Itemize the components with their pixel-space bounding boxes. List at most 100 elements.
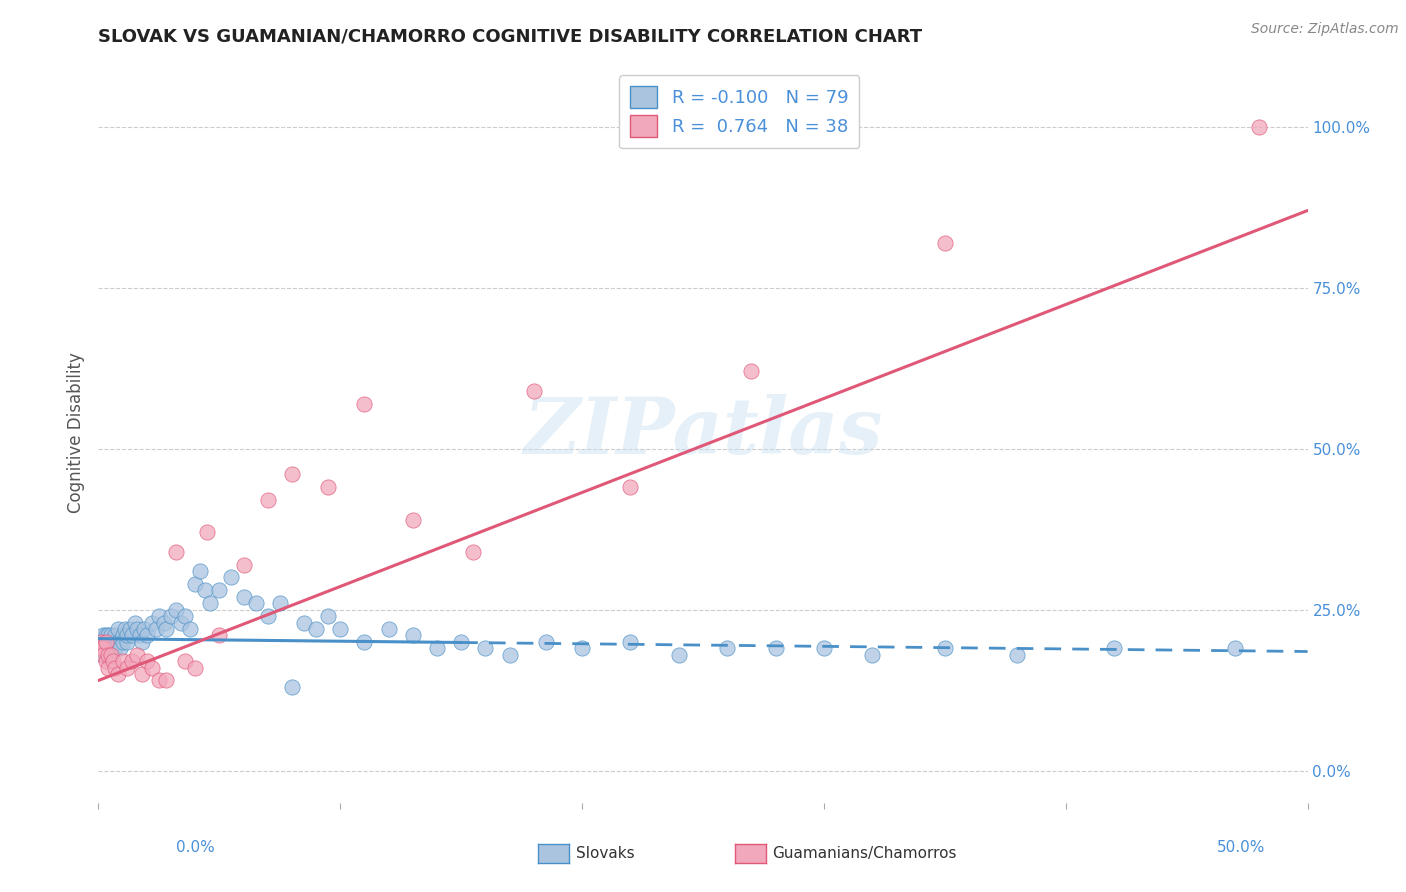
- Point: [101, 641, 124, 656]
- Point: [141, 660, 163, 674]
- Point: [90, 635, 112, 649]
- Text: ZIPatlas: ZIPatlas: [523, 394, 883, 471]
- Point: [111, 654, 134, 668]
- Point: [90, 641, 112, 656]
- Point: [97, 628, 120, 642]
- Point: [94, 648, 117, 662]
- Point: [169, 615, 191, 630]
- Point: [107, 635, 129, 649]
- Point: [104, 641, 127, 656]
- Point: [121, 654, 143, 668]
- Point: [934, 641, 956, 656]
- Point: [94, 628, 117, 642]
- Point: [463, 545, 485, 559]
- Point: [353, 397, 375, 411]
- Point: [91, 648, 114, 662]
- Point: [107, 622, 129, 636]
- Point: [316, 609, 339, 624]
- Point: [97, 641, 120, 656]
- Point: [523, 384, 546, 398]
- Point: [108, 641, 131, 656]
- Point: [118, 622, 141, 636]
- Point: [256, 609, 278, 624]
- Point: [281, 467, 304, 482]
- Point: [402, 628, 425, 642]
- Point: [127, 622, 149, 636]
- Point: [155, 622, 177, 636]
- Point: [292, 615, 315, 630]
- Point: [716, 641, 738, 656]
- Point: [131, 667, 153, 681]
- Point: [91, 641, 114, 656]
- Point: [245, 596, 267, 610]
- Point: [152, 615, 174, 630]
- Point: [188, 564, 211, 578]
- Point: [101, 654, 124, 668]
- Point: [90, 641, 112, 656]
- Point: [1102, 641, 1125, 656]
- Point: [91, 628, 114, 642]
- Point: [135, 628, 157, 642]
- Point: [571, 641, 593, 656]
- Point: [208, 583, 231, 598]
- Point: [97, 660, 120, 674]
- Point: [94, 635, 117, 649]
- Point: [232, 558, 254, 572]
- Point: [160, 609, 183, 624]
- Point: [94, 654, 117, 668]
- Point: [221, 570, 243, 584]
- Point: [111, 635, 134, 649]
- Point: [402, 512, 425, 526]
- Text: Guamanians/Chamorros: Guamanians/Chamorros: [773, 847, 957, 861]
- Point: [305, 622, 328, 636]
- Point: [269, 596, 291, 610]
- Point: [100, 648, 122, 662]
- Point: [316, 480, 339, 494]
- Point: [329, 622, 352, 636]
- Point: [121, 628, 143, 642]
- Point: [100, 628, 122, 642]
- Point: [195, 525, 218, 540]
- Point: [426, 641, 449, 656]
- Point: [117, 635, 139, 649]
- Point: [353, 635, 375, 649]
- Text: Source: ZipAtlas.com: Source: ZipAtlas.com: [1251, 22, 1399, 37]
- Point: [91, 641, 114, 656]
- Point: [208, 628, 231, 642]
- Point: [184, 660, 207, 674]
- Point: [765, 641, 787, 656]
- Point: [97, 648, 120, 662]
- Point: [165, 602, 187, 616]
- Point: [134, 622, 156, 636]
- Point: [127, 648, 149, 662]
- Point: [813, 641, 835, 656]
- Point: [141, 615, 163, 630]
- Point: [100, 648, 122, 662]
- Point: [256, 493, 278, 508]
- Point: [174, 609, 197, 624]
- Point: [619, 635, 641, 649]
- Point: [232, 590, 254, 604]
- Point: [114, 622, 136, 636]
- Legend: R = -0.100   N = 79, R =  0.764   N = 38: R = -0.100 N = 79, R = 0.764 N = 38: [620, 75, 859, 148]
- Point: [165, 545, 187, 559]
- Point: [101, 635, 124, 649]
- Point: [107, 667, 129, 681]
- Point: [174, 654, 197, 668]
- Point: [94, 635, 117, 649]
- Point: [281, 680, 304, 694]
- Point: [117, 628, 139, 642]
- Point: [450, 635, 472, 649]
- Text: 0.0%: 0.0%: [176, 840, 215, 855]
- Point: [148, 609, 170, 624]
- Point: [131, 635, 153, 649]
- Point: [148, 673, 170, 688]
- Point: [498, 648, 520, 662]
- Point: [155, 673, 177, 688]
- Point: [97, 635, 120, 649]
- Point: [1007, 648, 1029, 662]
- Point: [184, 577, 207, 591]
- Point: [111, 628, 134, 642]
- Point: [91, 648, 114, 662]
- Point: [124, 615, 146, 630]
